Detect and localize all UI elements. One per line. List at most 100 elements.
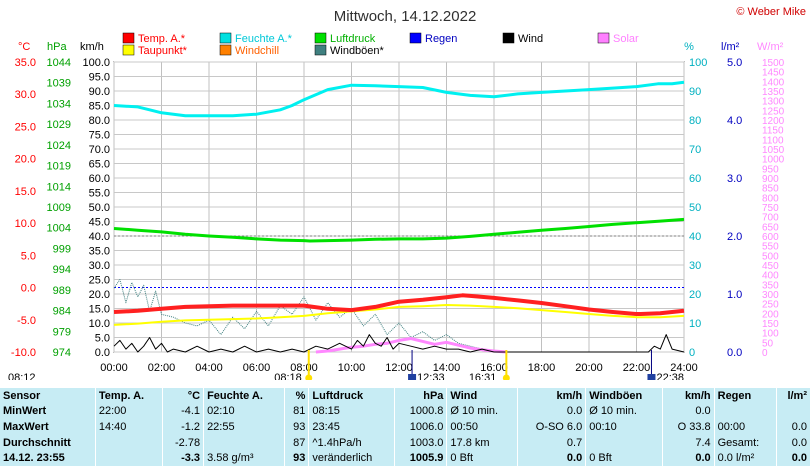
stats-header-cell: Sensor [3, 389, 41, 402]
stats-cell: 00:10 [585, 419, 663, 435]
moon-icon [408, 374, 417, 380]
stats-cell: 0.0 [662, 403, 715, 420]
solar-tick-label: 1450 [762, 68, 785, 79]
solar-tick-label: 1250 [762, 106, 785, 117]
stats-cell: MinWert [3, 405, 47, 418]
stats-cell: 81 [283, 403, 309, 420]
stats-cell: 0.0 [516, 450, 586, 466]
legend-label: Solar [613, 33, 639, 45]
stats-cell: 22:00 [94, 403, 163, 420]
pressure-tick-label: 994 [53, 264, 71, 276]
x-tick-label: 14:00 [433, 362, 461, 374]
legend-label: Windchill [235, 45, 279, 57]
solar-tick-label: 300 [762, 290, 779, 301]
solar-tick-label: 1150 [762, 126, 784, 137]
stats-header-row: Sensor Temp. A. °C Feuchte A.% Luftdruck hPa W… [0, 388, 810, 404]
moon-time-label: 22:38 [656, 372, 684, 380]
temp-tick-label: 35.0 [15, 57, 36, 69]
stats-cell: 22:55 [203, 419, 285, 435]
legend-label: Regen [425, 33, 457, 45]
humidity-tick-label: 30 [689, 260, 701, 272]
stats-cell: 0.0 [516, 403, 586, 420]
pressure-tick-label: 1039 [47, 78, 71, 90]
sun-time-label: 16:31 [469, 372, 497, 380]
pressure-tick-label: 1009 [47, 202, 71, 214]
wind-tick-label: 100.0 [82, 57, 110, 69]
stats-header-cell: Windböen [585, 388, 663, 404]
stats-cell: 0 Bft [446, 450, 518, 466]
legend-label: Taupunkt* [138, 45, 188, 57]
chart-legend: Temp. A.* Feuchte A.* Luftdruck Regen Wind So… [122, 32, 639, 57]
wind-tick-label: 65.0 [89, 159, 110, 171]
stats-cell: 1000.8 [394, 403, 447, 420]
stats-cell [94, 434, 163, 451]
stats-header-cell: hPa [394, 388, 447, 404]
stats-cell: Ø 10 min. [585, 403, 663, 420]
wind-tick-label: 90.0 [89, 86, 110, 98]
temp-tick-label: 15.0 [15, 186, 36, 198]
wind-tick-label: 5.0 [95, 333, 110, 345]
stats-cell [585, 434, 663, 451]
series-line-windben [113, 279, 518, 353]
x-tick-label: 22:00 [623, 362, 651, 374]
series-line-luftdruck [113, 217, 685, 243]
humidity-tick-label: 100 [689, 57, 707, 69]
pressure-tick-label: 1034 [47, 98, 71, 110]
statistics-table: Sensor Temp. A. °C Feuchte A.% Luftdruck hPa W… [0, 388, 810, 466]
solar-tick-label: 650 [762, 222, 779, 233]
wind-tick-label: 30.0 [89, 260, 110, 272]
stats-cell: -4.1 [161, 403, 204, 420]
stats-header-cell: % [283, 388, 309, 404]
axis-ticks: 35.0 30.0 25.0 20.0 15.0 10.0 5.0 0.0 -5.0 -10.0 1… [11, 57, 785, 374]
solar-tick-label: 1100 [762, 135, 784, 146]
wind-tick-label: 75.0 [89, 130, 110, 142]
stats-row: MinWert 22:00 -4.1 02:10 81 08:15 1000.8 Ø 10 m… [0, 403, 810, 420]
stats-header-cell: Temp. A. [94, 388, 163, 404]
stats-cell: -1.2 [161, 419, 204, 435]
temp-tick-label: 20.0 [15, 154, 36, 166]
stats-cell: 3.58 g/m³ [203, 450, 285, 466]
temp-axis-unit: °C [18, 41, 30, 53]
legend-label: Wind [518, 33, 543, 45]
stats-cell: 23:45 [308, 419, 395, 435]
stats-cell: 87 [283, 434, 309, 451]
stats-cell: ^1.4hPa/h [308, 434, 395, 451]
stats-cell [775, 403, 810, 420]
temp-tick-label: -5.0 [17, 315, 36, 327]
stats-header-cell: Feuchte A. [203, 388, 285, 404]
solar-tick-label: 1350 [762, 87, 785, 98]
wind-tick-label: 25.0 [89, 275, 110, 287]
stats-cell: 0.7 [516, 434, 586, 451]
wind-tick-label: 50.0 [89, 202, 110, 214]
pressure-tick-label: 974 [53, 347, 71, 359]
solar-tick-label: 500 [762, 251, 779, 262]
wind-tick-label: 20.0 [89, 289, 110, 301]
pressure-tick-label: 1044 [47, 57, 71, 69]
solar-tick-label: 1300 [762, 97, 785, 108]
series-line-solar [315, 337, 507, 354]
solar-tick-label: 550 [762, 242, 779, 253]
pressure-axis-unit: hPa [47, 41, 67, 53]
x-tick-label: 24:00 [670, 362, 698, 374]
chart-title: Mittwoch, 14.12.2022 [334, 8, 477, 25]
x-tick-label: 12:00 [385, 362, 413, 374]
stats-cell: Ø 10 min. [446, 403, 518, 420]
humidity-tick-label: 50 [689, 202, 701, 214]
pressure-tick-label: 1014 [47, 181, 71, 193]
stats-header-cell: Luftdruck [308, 388, 395, 404]
stats-header-cell: Wind [446, 388, 518, 404]
stats-cell: -2.78 [161, 434, 204, 451]
wind-tick-label: 40.0 [89, 231, 110, 243]
stats-cell: O 33.8 [662, 419, 715, 435]
legend-label: Luftdruck [330, 33, 376, 45]
temp-tick-label: 10.0 [15, 218, 36, 230]
humidity-axis-unit: % [684, 41, 694, 53]
solar-tick-label: 1050 [762, 145, 785, 156]
stats-cell: 7.4 [662, 434, 715, 451]
stats-cell: 0 Bft [585, 450, 663, 466]
wind-axis-unit: km/h [80, 41, 104, 53]
legend-swatch [502, 32, 515, 44]
pressure-tick-label: 1024 [47, 140, 71, 152]
stats-cell: Durchschnitt [3, 436, 71, 449]
temp-tick-label: 30.0 [15, 89, 36, 101]
